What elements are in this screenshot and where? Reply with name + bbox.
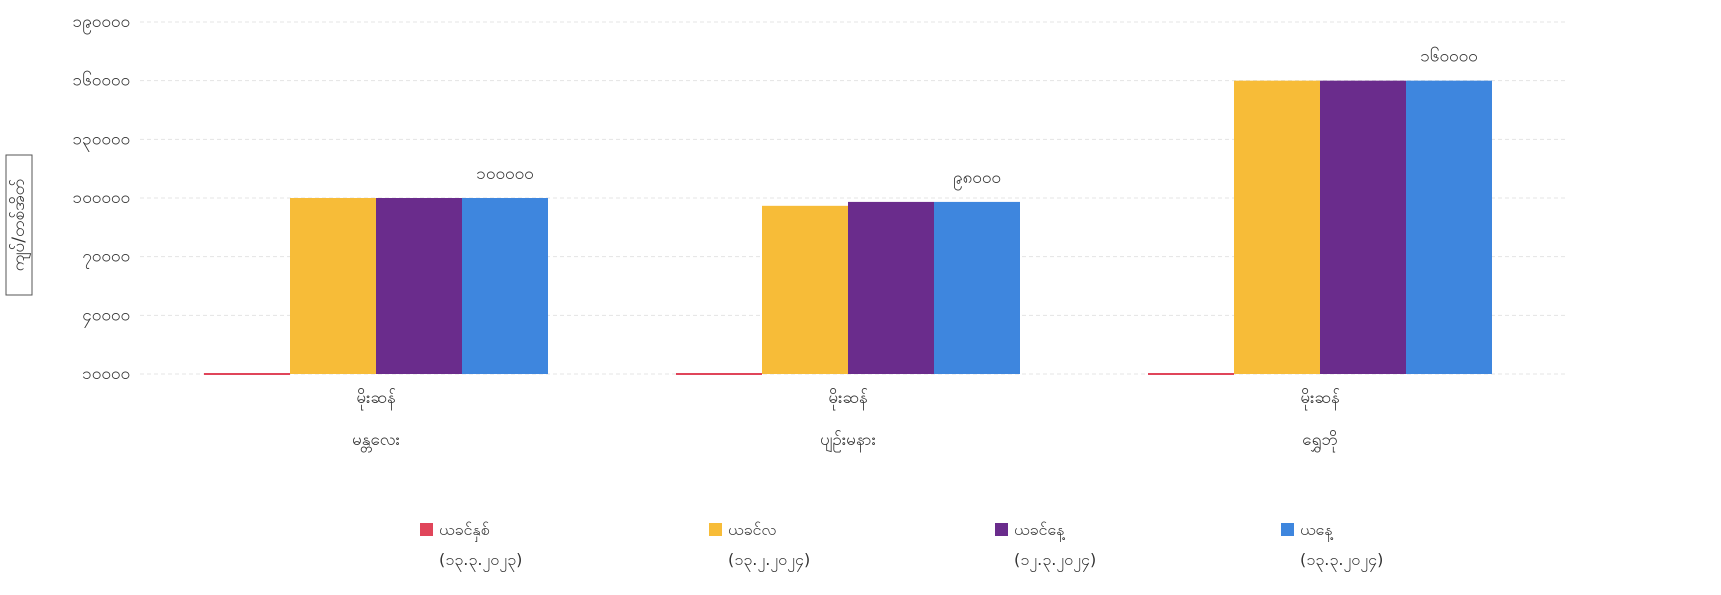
y-axis-label: ကျပ်/တစ်အိတ် xyxy=(8,179,32,272)
y-tick-label: ၁၃၀၀၀၀ xyxy=(73,129,130,152)
legend-swatch xyxy=(709,523,722,536)
bar xyxy=(462,198,548,374)
x-tick-label: မိုးဆန် xyxy=(1300,388,1339,411)
x-tick-label: မိုးဆန် xyxy=(356,388,395,411)
legend-item: ယခင်လ (၁၃.၂.၂၀၂၄) xyxy=(709,515,810,575)
legend-label: ယခင်နေ့ (၁၂.၃.၂၀၂၄) xyxy=(1014,520,1097,569)
y-tick-label: ၁၆၀၀၀၀ xyxy=(73,70,130,91)
x-group-label: မန္တလေး xyxy=(352,430,400,453)
bar xyxy=(1234,80,1320,375)
bar xyxy=(204,373,290,375)
bar xyxy=(1320,80,1406,375)
x-group-label: ပျဉ်းမနား xyxy=(820,430,876,453)
legend-swatch xyxy=(1281,523,1294,536)
data-label: ၁၆၀၀၀၀ xyxy=(1420,46,1477,67)
legend-label: ယခင်လ (၁၃.၂.၂၀၂၄) xyxy=(728,520,811,569)
data-label: ၉၈၀၀၀ xyxy=(953,168,1001,191)
y-tick-label: ၁၉၀၀၀၀ xyxy=(73,12,130,35)
legend-swatch xyxy=(995,523,1008,536)
y-tick-label: ၁၀၀၀၀၀ xyxy=(73,188,130,208)
legend-item: ယခင်နေ့ (၁၂.၃.၂၀၂၄) xyxy=(995,515,1096,575)
legend-label: ယခင်နှစ် (၁၃.၃.၂၀၂၃) xyxy=(439,520,523,569)
data-label: ၁၀၀၀၀၀ xyxy=(476,164,533,184)
legend-item: ယနေ့ (၁၃.၃.၂၀၂၄) xyxy=(1281,515,1383,575)
y-tick-label: ၄၀၀၀၀ xyxy=(82,305,130,328)
bar xyxy=(1148,373,1234,375)
bar xyxy=(290,198,376,374)
y-tick-label: ၇၀၀၀၀ xyxy=(82,247,130,270)
y-label-box xyxy=(5,154,33,296)
y-tick-label: ၁၀၀၀၀ xyxy=(82,364,130,384)
bar xyxy=(1406,80,1492,375)
bar xyxy=(762,205,848,374)
x-group-label: ရွှေဘို xyxy=(1302,430,1338,453)
bar xyxy=(848,201,934,374)
x-tick-label: မိုးဆန် xyxy=(828,388,867,411)
bar xyxy=(676,373,762,375)
legend-swatch xyxy=(420,523,433,536)
legend-item: ယခင်နှစ် (၁၃.၃.၂၀၂၃) xyxy=(420,515,522,575)
legend-label: ယနေ့ (၁၃.၃.၂၀၂၄) xyxy=(1300,520,1384,569)
bar xyxy=(376,198,462,374)
bar xyxy=(934,201,1020,374)
